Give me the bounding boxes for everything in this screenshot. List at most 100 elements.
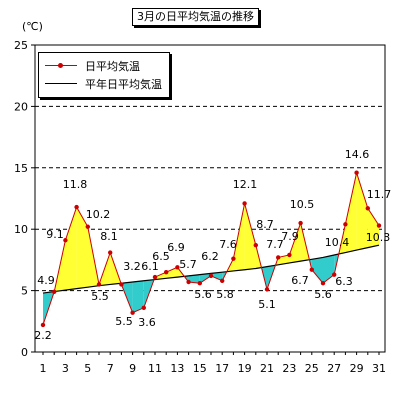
x-tick-label: 31: [372, 362, 386, 375]
fill-below-normal: [188, 274, 200, 284]
data-label: 7.6: [219, 238, 237, 251]
data-point: [40, 322, 46, 328]
actual-series: [40, 170, 382, 328]
data-label: 7.9: [281, 230, 299, 243]
fill-above-normal: [367, 208, 379, 248]
data-point: [287, 252, 292, 258]
data-label: 5.5: [91, 290, 109, 303]
y-tick-label: 25: [14, 39, 28, 52]
x-tick-label: 3: [62, 362, 69, 375]
fill-above-normal: [65, 207, 77, 291]
data-point: [164, 269, 169, 275]
data-label: 10.3: [366, 231, 391, 244]
fill-above-normal: [233, 203, 245, 271]
fill-below-normal: [211, 272, 223, 281]
fill-above-normal: [289, 223, 301, 263]
fill-above-normal: [244, 203, 256, 270]
data-point: [119, 282, 124, 287]
data-label: 3.2: [123, 260, 141, 273]
data-label: 9.1: [46, 228, 64, 241]
y-tick-label: 15: [14, 162, 28, 175]
y-tick-label: 5: [21, 285, 28, 298]
data-label: 11.7: [367, 188, 392, 201]
data-point: [108, 250, 113, 255]
x-tick-label: 25: [305, 362, 319, 375]
data-point: [376, 223, 382, 228]
data-point: [365, 206, 370, 211]
x-tick-label: 15: [193, 362, 207, 375]
data-point: [175, 265, 180, 270]
x-tick-label: 13: [170, 362, 184, 375]
data-point: [242, 201, 247, 206]
data-label: 5.5: [115, 315, 133, 328]
plot-frame: [34, 44, 386, 353]
x-tick-label: 1: [40, 362, 47, 375]
data-point: [354, 170, 359, 175]
data-point: [309, 267, 314, 272]
data-label: 10.5: [290, 198, 315, 211]
y-axis-label: (℃): [22, 20, 43, 33]
data-label: 8.1: [100, 230, 118, 243]
data-label: 6.2: [201, 250, 219, 263]
data-point: [74, 204, 79, 210]
data-label: 10.4: [325, 236, 350, 249]
data-point: [197, 281, 202, 286]
data-label: 14.6: [345, 148, 370, 161]
data-label: 5.6: [194, 288, 212, 301]
data-point: [253, 242, 258, 248]
x-tick-label: 9: [129, 362, 136, 375]
fill-above-normal: [155, 272, 167, 280]
data-point: [152, 274, 158, 280]
x-tick-label: 27: [327, 362, 341, 375]
data-point: [52, 289, 57, 295]
data-label: 8.7: [256, 218, 274, 231]
fill-above-normal: [166, 267, 178, 279]
data-label: 6.3: [335, 275, 353, 288]
data-point: [96, 282, 102, 287]
fill-below-normal: [199, 273, 211, 284]
fill-above-normal: [76, 207, 88, 289]
data-label: 6.9: [167, 241, 185, 254]
fill-above-normal: [278, 254, 290, 265]
data-point: [320, 281, 326, 286]
x-tick-label: 11: [148, 362, 162, 375]
x-tick-label: 29: [350, 362, 364, 375]
data-label: 12.1: [233, 178, 258, 191]
data-point: [231, 256, 236, 261]
data-point: [63, 238, 68, 243]
fill-below-normal: [132, 280, 144, 313]
legend-marker-dot: [58, 63, 63, 68]
data-label: 2.2: [34, 329, 52, 342]
legend: 日平均気温 平年日平均気温: [38, 52, 170, 98]
data-point: [343, 222, 348, 227]
data-point: [186, 279, 191, 285]
data-point: [130, 310, 135, 315]
data-label: 4.9: [37, 274, 55, 287]
data-label: 7.7: [266, 238, 284, 251]
chart-title-text: 3月の日平均気温の推移: [137, 10, 254, 23]
legend-item-normal: 平年日平均気温: [39, 75, 169, 93]
data-point: [141, 305, 146, 310]
x-tick-label: 7: [107, 362, 114, 375]
y-tick-label: 20: [14, 100, 28, 113]
chart-title: 3月の日平均気温の推移: [132, 8, 259, 26]
data-label: 5.1: [258, 298, 276, 311]
legend-label-normal: 平年日平均気温: [85, 78, 162, 91]
y-tick-label: 10: [14, 223, 28, 236]
data-label: 3.6: [138, 316, 156, 329]
data-point: [264, 287, 270, 292]
legend-label-actual: 日平均気温: [85, 60, 140, 73]
data-label: 6.5: [152, 250, 170, 263]
x-tick-label: 19: [238, 362, 252, 375]
y-tick-label: 0: [21, 346, 28, 359]
data-label: 6.1: [141, 260, 159, 273]
x-tick-label: 17: [215, 362, 229, 375]
legend-line-sample: [45, 83, 77, 84]
data-labels: 2.24.99.111.810.25.58.13.25.5 3.66.16.56.…: [34, 148, 391, 342]
data-point: [276, 255, 281, 260]
x-tick-label: 21: [260, 362, 274, 375]
data-point: [298, 220, 303, 226]
data-point: [220, 278, 225, 283]
data-label: 5.7: [179, 258, 197, 271]
